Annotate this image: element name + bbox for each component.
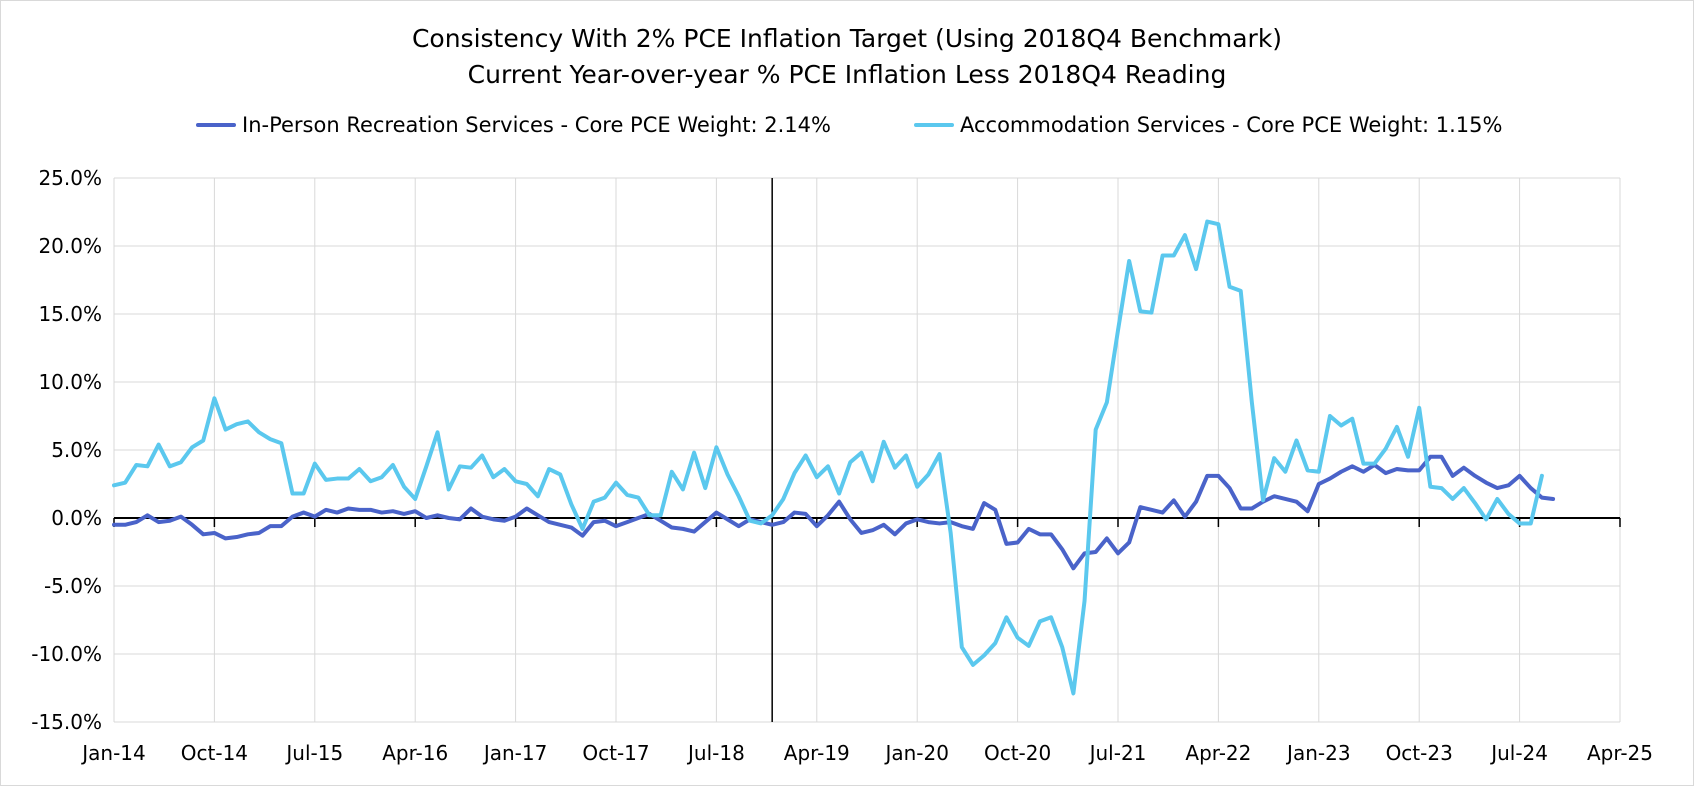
x-tick-label: Jul-24: [1489, 741, 1548, 765]
x-tick-label: Apr-19: [784, 741, 850, 765]
legend-item-recreation: In-Person Recreation Services - Core PCE…: [196, 113, 831, 137]
legend-swatch-accommodation: [914, 123, 954, 127]
chart-subtitle: Current Year-over-year % PCE Inflation L…: [467, 60, 1227, 89]
x-tick-label: Jan-20: [883, 741, 949, 765]
y-tick-label: 0.0%: [51, 506, 102, 530]
x-tick-label: Jan-23: [1285, 741, 1351, 765]
x-tick-label: Apr-16: [382, 741, 448, 765]
x-tick-label: Jan-14: [80, 741, 146, 765]
x-tick-label: Jan-17: [482, 741, 548, 765]
y-tick-label: 25.0%: [38, 166, 102, 190]
x-tick-label: Oct-14: [181, 741, 248, 765]
x-tick-label: Jul-15: [284, 741, 343, 765]
x-tick-label: Oct-23: [1386, 741, 1453, 765]
x-tick-label: Apr-22: [1185, 741, 1251, 765]
y-tick-label: -15.0%: [31, 710, 102, 734]
legend-label-recreation: In-Person Recreation Services - Core PCE…: [242, 113, 831, 137]
y-tick-label: -5.0%: [44, 574, 102, 598]
legend-label-accommodation: Accommodation Services - Core PCE Weight…: [960, 113, 1503, 137]
y-tick-label: -10.0%: [31, 642, 102, 666]
legend-item-accommodation: Accommodation Services - Core PCE Weight…: [914, 113, 1502, 137]
y-tick-label: 20.0%: [38, 234, 102, 258]
y-tick-label: 15.0%: [38, 302, 102, 326]
x-tick-label: Jul-21: [1088, 741, 1147, 765]
x-tick-label: Oct-20: [984, 741, 1051, 765]
y-tick-label: 10.0%: [38, 370, 102, 394]
legend: In-Person Recreation Services - Core PCE…: [0, 113, 1694, 143]
legend-swatch-recreation: [196, 123, 236, 127]
x-tick-label: Apr-25: [1587, 741, 1653, 765]
x-tick-label: Jul-18: [686, 741, 745, 765]
y-tick-label: 5.0%: [51, 438, 102, 462]
chart-title: Consistency With 2% PCE Inflation Target…: [411, 24, 1283, 53]
series-line-recreation: [112, 454, 1556, 571]
series-line-accommodation: [112, 219, 1544, 696]
x-tick-label: Oct-17: [582, 741, 649, 765]
